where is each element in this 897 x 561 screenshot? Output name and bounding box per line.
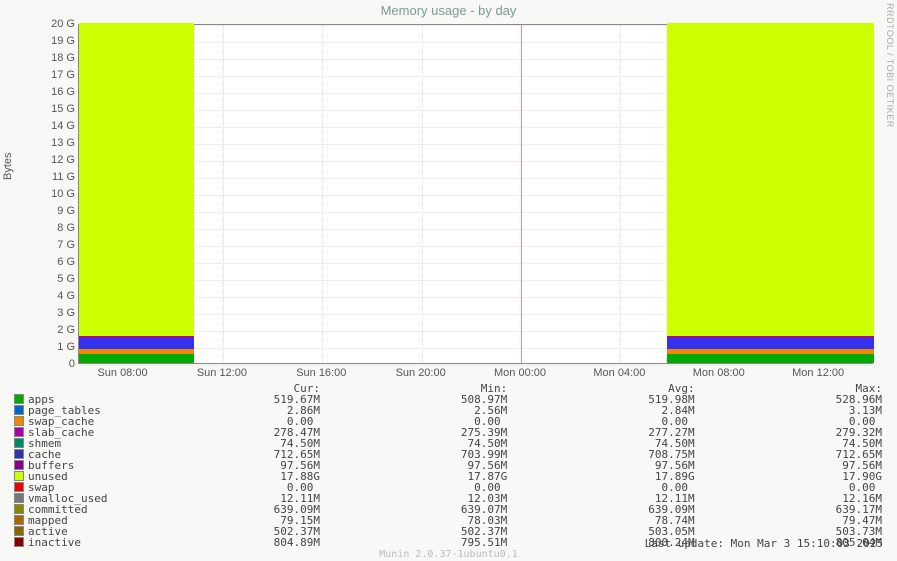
x-tick-label: Mon 04:00: [593, 367, 645, 379]
y-tick-label: 7 G: [35, 239, 75, 251]
stack-layer: [79, 23, 194, 336]
chart-container: Memory usage - by day Bytes RRDTOOL / TO…: [0, 0, 897, 561]
y-tick-label: 1 G: [35, 341, 75, 353]
stack-layer: [667, 23, 874, 336]
chart-title: Memory usage - by day: [0, 0, 897, 18]
legend-swatch: [14, 460, 24, 470]
legend-swatch: [14, 449, 24, 459]
gridline-v: [620, 25, 621, 363]
legend-table: Cur:Min:Avg:Max:apps519.67M508.97M519.98…: [14, 383, 882, 548]
y-tick-label: 10 G: [35, 188, 75, 200]
legend-swatch: [14, 416, 24, 426]
y-tick-label: 0: [35, 358, 75, 370]
legend-row: shmem74.50M74.50M74.50M74.50M: [14, 438, 882, 449]
series-min: 795.51M: [320, 537, 507, 548]
y-tick-label: 2 G: [35, 324, 75, 336]
legend-swatch: [14, 471, 24, 481]
legend-row: committed639.09M639.07M639.09M639.17M: [14, 504, 882, 515]
legend-row: slab_cache278.47M275.39M277.27M279.32M: [14, 427, 882, 438]
gridline-v: [422, 25, 423, 363]
legend-swatch: [14, 405, 24, 415]
legend-row: swap_cache0.00 0.00 0.00 0.00: [14, 416, 882, 427]
y-tick-label: 5 G: [35, 273, 75, 285]
y-tick-label: 11 G: [35, 171, 75, 183]
stack-layer: [667, 336, 874, 338]
x-tick-label: Mon 12:00: [792, 367, 844, 379]
legend-swatch: [14, 504, 24, 514]
midnight-line: [521, 25, 522, 363]
y-tick-label: 12 G: [35, 154, 75, 166]
gridline-h: [79, 365, 872, 366]
y-tick-label: 3 G: [35, 307, 75, 319]
y-axis-label: Bytes: [2, 152, 14, 180]
y-tick-label: 13 G: [35, 137, 75, 149]
legend-swatch: [14, 515, 24, 525]
legend-row: mapped79.15M78.03M78.74M79.47M: [14, 515, 882, 526]
footer-text: Munin 2.0.37-1ubuntu0.1: [0, 549, 897, 560]
series-cur: 804.89M: [133, 537, 320, 548]
rrdtool-credit: RRDTOOL / TOBI OETIKER: [885, 3, 895, 128]
y-tick-label: 20 G: [35, 18, 75, 30]
stack-layer: [667, 349, 874, 354]
series-name: inactive: [28, 536, 81, 549]
y-tick-label: 16 G: [35, 86, 75, 98]
plot-area: [78, 24, 873, 364]
legend-row: active502.37M502.37M503.05M503.73M: [14, 526, 882, 537]
y-tick-label: 15 G: [35, 103, 75, 115]
x-tick-label: Mon 08:00: [693, 367, 745, 379]
gridline-v: [223, 25, 224, 363]
y-tick-label: 18 G: [35, 52, 75, 64]
legend-swatch: [14, 526, 24, 536]
stack-layer: [667, 338, 874, 350]
legend-swatch: [14, 427, 24, 437]
legend-row: buffers97.56M97.56M97.56M97.56M: [14, 460, 882, 471]
legend-row: swap0.00 0.00 0.00 0.00: [14, 482, 882, 493]
legend-swatch: [14, 438, 24, 448]
legend-row: page_tables2.86M2.56M2.84M3.13M: [14, 405, 882, 416]
gridline-v: [322, 25, 323, 363]
legend-swatch: [14, 537, 24, 547]
legend-row: apps519.67M508.97M519.98M528.96M: [14, 394, 882, 405]
legend-row: cache712.65M703.99M708.75M712.65M: [14, 449, 882, 460]
y-tick-label: 19 G: [35, 35, 75, 47]
y-tick-label: 4 G: [35, 290, 75, 302]
y-tick-label: 8 G: [35, 222, 75, 234]
stack-layer: [79, 354, 194, 363]
stack-layer: [79, 336, 194, 338]
x-tick-label: Sun 16:00: [296, 367, 346, 379]
y-tick-label: 17 G: [35, 69, 75, 81]
stack-layer: [79, 349, 194, 354]
x-tick-label: Mon 00:00: [494, 367, 546, 379]
x-tick-label: Sun 08:00: [97, 367, 147, 379]
stack-layer: [79, 338, 194, 350]
legend-header-row: Cur:Min:Avg:Max:: [14, 383, 882, 394]
y-tick-label: 14 G: [35, 120, 75, 132]
legend-row: vmalloc_used12.11M12.03M12.11M12.16M: [14, 493, 882, 504]
y-tick-label: 6 G: [35, 256, 75, 268]
x-tick-label: Sun 12:00: [197, 367, 247, 379]
x-tick-label: Sun 20:00: [396, 367, 446, 379]
legend-swatch: [14, 394, 24, 404]
legend-swatch: [14, 482, 24, 492]
y-tick-label: 9 G: [35, 205, 75, 217]
legend-row: unused17.88G17.87G17.89G17.90G: [14, 471, 882, 482]
legend-swatch: [14, 493, 24, 503]
stack-layer: [667, 354, 874, 363]
